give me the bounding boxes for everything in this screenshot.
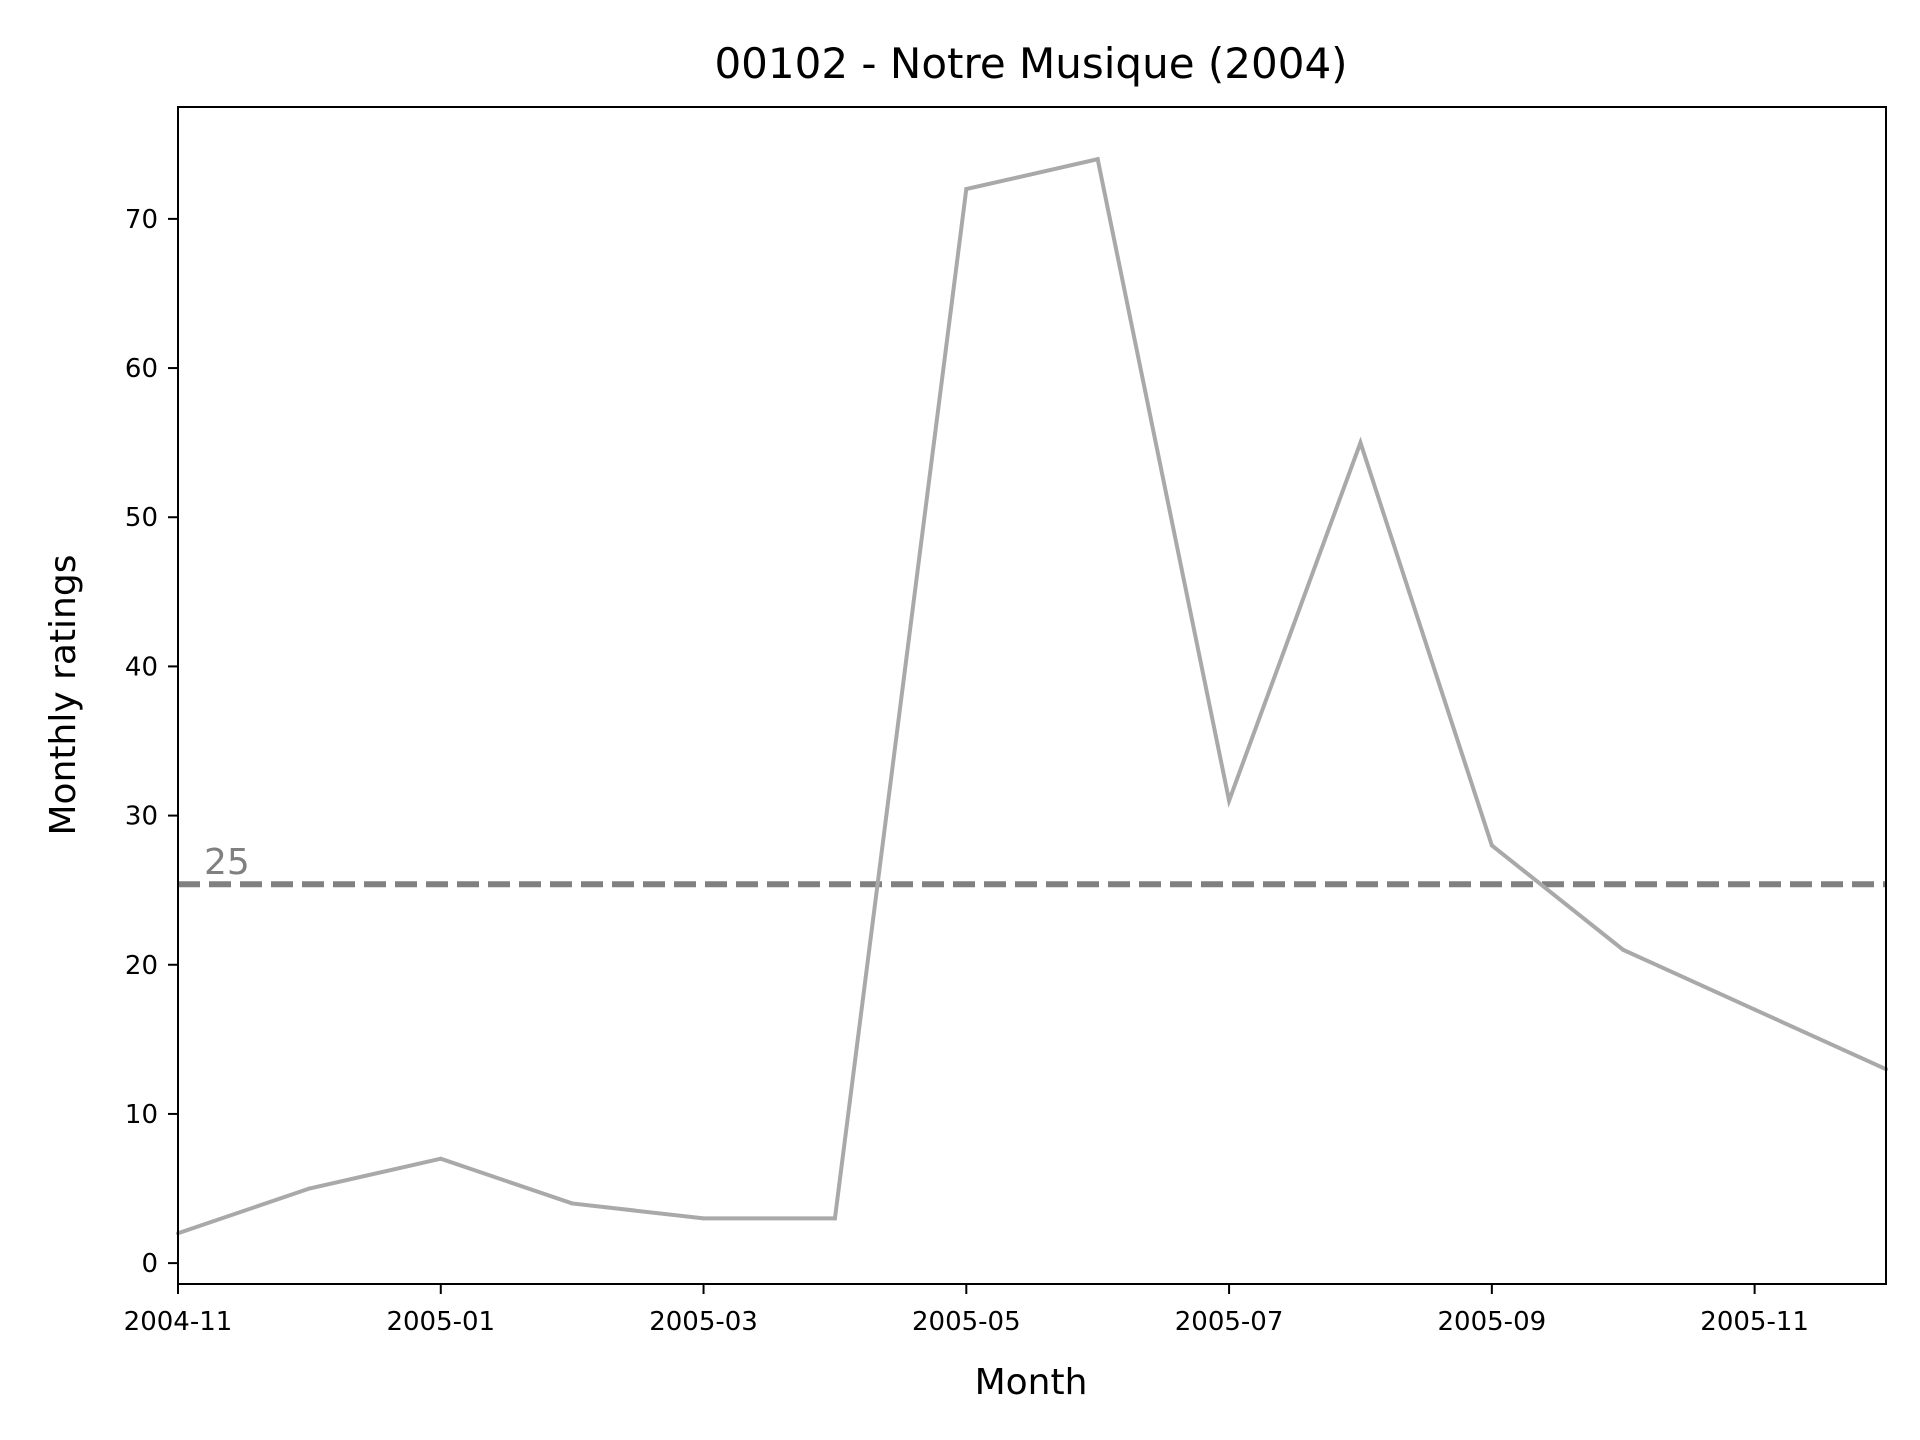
x-tick-label: 2005-07 <box>1175 1307 1284 1337</box>
x-tick-label: 2005-05 <box>912 1307 1021 1337</box>
y-tick-label: 0 <box>141 1249 158 1279</box>
x-tick-label: 2005-11 <box>1700 1307 1809 1337</box>
x-tick-label: 2005-09 <box>1438 1307 1547 1337</box>
chart-title: 00102 - Notre Musique (2004) <box>714 39 1347 88</box>
data-point <box>1621 947 1626 952</box>
y-axis: 0 10 20 30 40 50 60 70 <box>125 205 178 1279</box>
y-tick-label: 10 <box>125 1100 158 1130</box>
series-line-1 <box>177 156 1887 1236</box>
x-tick-label: 2005-01 <box>386 1307 495 1337</box>
data-point <box>1358 440 1363 445</box>
y-tick-label: 30 <box>125 802 158 832</box>
data-point <box>701 1216 706 1221</box>
x-axis: 2004-11 2005-01 2005-03 2005-05 2005-07 2005-… <box>124 1284 1809 1337</box>
data-point <box>570 1201 575 1206</box>
y-tick-label: 50 <box>125 503 158 533</box>
y-axis-title: Monthly ratings <box>43 555 84 836</box>
y-tick-label: 70 <box>125 205 158 235</box>
data-point <box>1095 157 1100 162</box>
y-tick-label: 20 <box>125 951 158 981</box>
data-point <box>1489 843 1494 848</box>
data-point <box>832 1216 837 1221</box>
x-tick-label: 2005-03 <box>649 1307 758 1337</box>
data-point <box>1752 1007 1757 1012</box>
data-point <box>438 1156 443 1161</box>
x-tick-label: 2004-11 <box>124 1307 233 1337</box>
data-point <box>964 187 969 192</box>
x-axis-title: Month <box>975 1362 1088 1403</box>
plot-frame <box>177 106 1887 1285</box>
reference-line-label: 25 <box>204 842 250 883</box>
y-tick-label: 60 <box>125 354 158 384</box>
y-tick-label: 40 <box>125 652 158 682</box>
plot-area: 25 <box>176 156 1888 1236</box>
data-point <box>307 1186 312 1191</box>
data-point <box>1227 798 1232 803</box>
